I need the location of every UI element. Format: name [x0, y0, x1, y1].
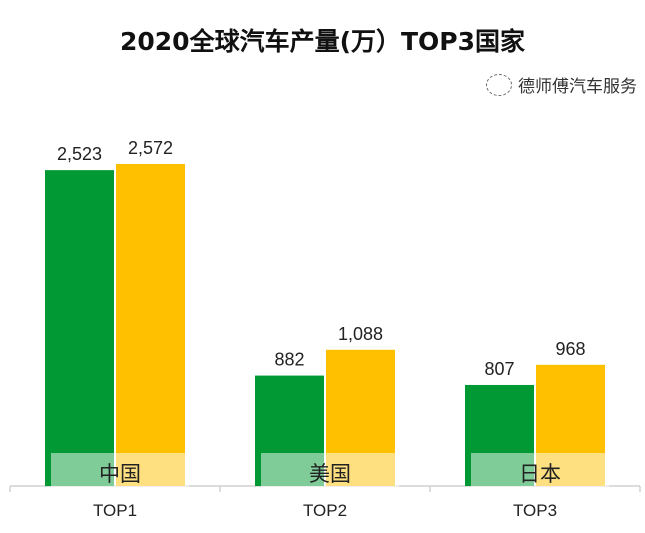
- wechat-icon: [486, 73, 512, 96]
- country-label-bg: [471, 453, 609, 491]
- country-label-bg: [261, 453, 399, 491]
- bar-top1-series-1: [45, 170, 114, 486]
- chart-title: 2020全球汽车产量(万）TOP3国家: [119, 27, 526, 56]
- data-label: 2,572: [128, 138, 173, 158]
- data-label: 2,523: [57, 144, 102, 164]
- watermark-text: 德师傅汽车服务: [518, 77, 637, 97]
- country-label: 中国: [99, 462, 141, 486]
- data-label: 882: [274, 350, 304, 370]
- country-label-bg: [51, 453, 189, 491]
- country-label: 日本: [519, 462, 561, 486]
- data-label: 1,088: [338, 324, 383, 344]
- x-tick-label: TOP1: [93, 501, 137, 520]
- data-label: 968: [555, 339, 585, 359]
- x-tick-label: TOP2: [303, 501, 347, 520]
- country-label: 美国: [309, 462, 351, 486]
- bar-top1-series-2: [116, 164, 185, 486]
- watermark: 德师傅汽车服务: [486, 72, 637, 97]
- data-label: 807: [484, 359, 514, 379]
- x-tick-label: TOP3: [513, 501, 557, 520]
